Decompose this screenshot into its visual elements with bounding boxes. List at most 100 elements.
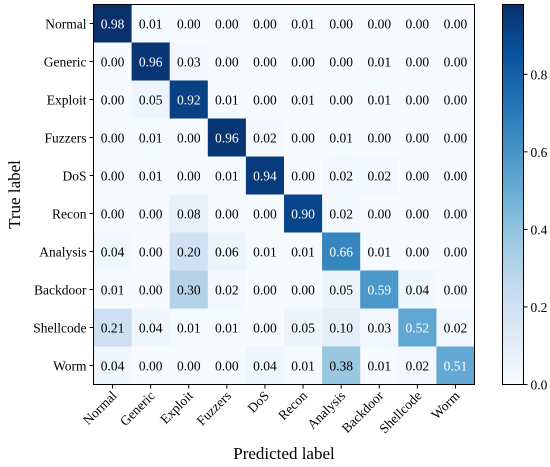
heatmap-cell-value: 0.03: [367, 321, 391, 336]
heatmap-cell-value: 0.92: [177, 93, 201, 108]
heatmap-cell-value: 0.00: [406, 245, 430, 260]
heatmap-cell: [398, 308, 437, 347]
heatmap-cell-value: 0.04: [101, 359, 125, 374]
heatmap-cell-value: 0.01: [367, 245, 391, 260]
heatmap-cell-value: 0.00: [406, 55, 430, 70]
heatmap-cell: [93, 42, 132, 81]
heatmap-cell-value: 0.00: [253, 17, 277, 32]
heatmap-cell-value: 0.01: [215, 93, 239, 108]
heatmap-cell-value: 0.10: [329, 321, 353, 336]
heatmap-cell: [131, 194, 171, 233]
heatmap-cell: [131, 42, 171, 81]
heatmap-cell-value: 0.00: [139, 207, 163, 222]
heatmap-cell-value: 0.05: [329, 283, 353, 298]
heatmap-cell: [93, 346, 132, 385]
heatmap-cell-value: 0.00: [367, 207, 391, 222]
heatmap-cell: [131, 118, 171, 157]
heatmap-cell-value: 0.05: [291, 321, 315, 336]
y-tick-label: Fuzzers: [45, 131, 87, 146]
heatmap-cell: [360, 156, 399, 195]
heatmap-cell: [245, 118, 285, 157]
heatmap-cell: [284, 4, 323, 43]
heatmap-cell-value: 0.51: [444, 359, 468, 374]
heatmap-cell: [169, 194, 209, 233]
heatmap-cell: [436, 308, 475, 347]
heatmap-cell-value: 0.00: [406, 207, 430, 222]
heatmap-cell: [322, 42, 361, 81]
heatmap-cell: [207, 270, 247, 309]
heatmap-cell: [93, 308, 132, 347]
heatmap-cell-value: 0.00: [291, 169, 315, 184]
heatmap-cell-value: 0.01: [291, 17, 315, 32]
colorbar-tick-label: 0.0: [531, 378, 548, 393]
heatmap-cell: [245, 346, 285, 385]
heatmap-cell-value: 0.00: [444, 131, 468, 146]
heatmap-cell-value: 0.66: [329, 245, 353, 260]
y-tick-label: Analysis: [39, 245, 86, 260]
heatmap-cell: [284, 194, 323, 233]
heatmap-cell: [360, 80, 399, 119]
heatmap-cell-value: 0.00: [215, 207, 239, 222]
heatmap-cell: [93, 194, 132, 233]
heatmap-cell-value: 0.00: [444, 169, 468, 184]
heatmap-cell: [436, 4, 475, 43]
heatmap-cell: [207, 80, 247, 119]
heatmap-cell-value: 0.00: [367, 131, 391, 146]
x-axis-title: Predicted label: [233, 444, 335, 463]
heatmap-cell-value: 0.00: [101, 55, 125, 70]
heatmap-cell-value: 0.05: [139, 93, 163, 108]
heatmap-cell: [360, 232, 399, 271]
heatmap-cell: [284, 42, 323, 81]
heatmap-cell-value: 0.96: [215, 131, 239, 146]
heatmap-cell: [322, 270, 361, 309]
heatmap-cell-value: 0.59: [367, 283, 391, 298]
heatmap-cell: [360, 4, 399, 43]
heatmap-cell-value: 0.20: [177, 245, 201, 260]
heatmap-cell-value: 0.00: [444, 245, 468, 260]
heatmap-cell: [284, 80, 323, 119]
heatmap-cell: [207, 346, 247, 385]
heatmap-cell: [169, 346, 209, 385]
heatmap-cell: [284, 118, 323, 157]
heatmap-cell: [398, 42, 437, 81]
heatmap-cell-value: 0.01: [367, 55, 391, 70]
heatmap-cell: [322, 194, 361, 233]
heatmap-cell-value: 0.06: [215, 245, 239, 260]
colorbar-tick-label: 0.4: [531, 222, 548, 237]
heatmap-cell-value: 0.00: [253, 283, 277, 298]
heatmap-cell: [169, 308, 209, 347]
heatmap-cell-value: 0.00: [291, 283, 315, 298]
heatmap-cell-value: 0.00: [139, 283, 163, 298]
heatmap-cell: [322, 346, 361, 385]
heatmap-cell-value: 0.00: [444, 93, 468, 108]
heatmap-cell: [322, 80, 361, 119]
heatmap-cell-value: 0.02: [406, 359, 430, 374]
heatmap-cell-value: 0.00: [444, 283, 468, 298]
heatmap-cell-value: 0.01: [215, 169, 239, 184]
heatmap-cell-value: 0.90: [291, 207, 315, 222]
heatmap-cell: [284, 156, 323, 195]
heatmap-cell-value: 0.00: [101, 131, 125, 146]
heatmap-cell-value: 0.01: [291, 359, 315, 374]
heatmap-cell: [245, 4, 285, 43]
heatmap-cell: [322, 156, 361, 195]
heatmap-cell-labels: 0.98 0.01 0.00 0.00 0.00 0.01 0.00 0.00 0.00 0.00…: [101, 17, 468, 374]
heatmap-cell-value: 0.01: [367, 359, 391, 374]
heatmap-cell-value: 0.00: [406, 93, 430, 108]
heatmap-cell-value: 0.02: [367, 169, 391, 184]
heatmap-cell: [398, 346, 437, 385]
heatmap-cell: [207, 156, 247, 195]
heatmap-cell-value: 0.00: [253, 93, 277, 108]
heatmap-cell-value: 0.01: [367, 93, 391, 108]
heatmap-cell: [93, 270, 132, 309]
heatmap-cell-value: 0.01: [177, 321, 201, 336]
heatmap-cell-value: 0.00: [253, 55, 277, 70]
y-tick-label: Generic: [44, 55, 87, 70]
heatmap-cell: [169, 80, 209, 119]
heatmap-cell: [207, 4, 247, 43]
heatmap-cell-value: 0.52: [406, 321, 430, 336]
heatmap-cell: [131, 232, 171, 271]
y-axis-title: True label: [5, 160, 24, 229]
heatmap-cell-value: 0.00: [329, 17, 353, 32]
